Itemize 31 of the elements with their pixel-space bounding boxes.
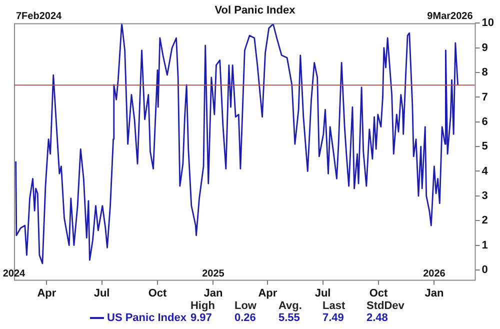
x-tick-label: Jul (94, 287, 110, 300)
y-tick-label: 1 (482, 239, 488, 252)
y-tick-label: 2 (482, 214, 488, 227)
y-tick-label: 7 (482, 91, 488, 104)
x-tick-label: Jan (424, 287, 444, 300)
x-tick-label: Oct (148, 287, 167, 300)
x-tick-label: Apr (37, 287, 57, 300)
x2-tick-label: 2026 (423, 268, 446, 280)
x2-tick-label: 2025 (202, 268, 225, 280)
text: StdDev 2.48 (366, 300, 406, 324)
text: High 9.97 (190, 300, 216, 324)
x-tick-label: Apr (258, 287, 278, 300)
x-tick-label: Jan (204, 287, 223, 300)
x-tick-label: Jul (314, 287, 331, 300)
y-tick-label: 6 (482, 116, 488, 128)
chart-title: Vol Panic Index (214, 4, 296, 17)
text: Last 7.49 (322, 300, 346, 324)
y-tick-label: 10 (482, 17, 494, 30)
y-tick-label: 8 (482, 66, 488, 79)
y-tick-label: 4 (482, 165, 489, 178)
text: Avg. 5.55 (278, 300, 303, 324)
y-tick-label: 0 (482, 264, 488, 276)
x-tick-label: Oct (369, 287, 388, 300)
x2-tick-label: 2024 (2, 268, 26, 280)
text: 9Mar2026 (427, 10, 474, 22)
y-tick-label: 9 (482, 42, 488, 54)
legend-label: US Panic Index (106, 312, 186, 324)
text: 7Feb2024 (16, 10, 62, 22)
text: Low 0.26 (234, 300, 258, 324)
y-tick-label: 3 (482, 190, 488, 202)
y-tick-label: 5 (482, 140, 488, 153)
